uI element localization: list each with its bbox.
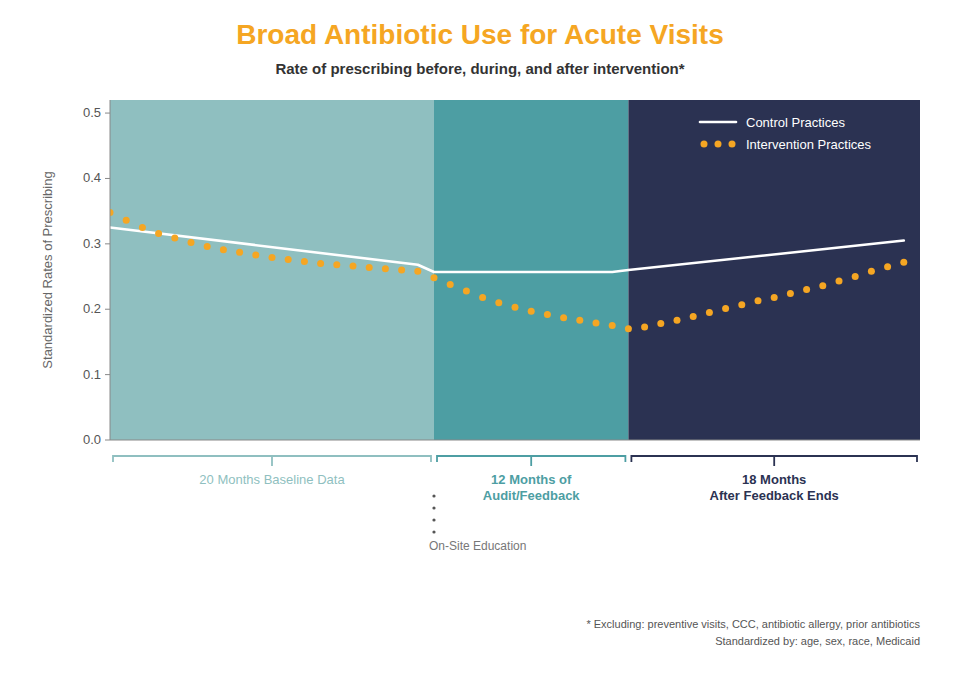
- intervention-point: [884, 263, 891, 270]
- intervention-point: [690, 313, 697, 320]
- intervention-point: [722, 305, 729, 312]
- legend-swatch: [729, 141, 736, 148]
- chart: Broad Antibiotic Use for Acute Visits Rat…: [0, 0, 960, 675]
- intervention-point: [900, 259, 907, 266]
- intervention-point: [787, 290, 794, 297]
- y-tick: [105, 243, 110, 244]
- zone-label: 20 Months Baseline Data: [199, 472, 345, 487]
- zone-bracket: 12 Months ofAudit/Feedback: [437, 456, 625, 503]
- x-axis-line: [110, 440, 920, 441]
- y-tick-label: 0.3: [83, 236, 101, 251]
- y-tick-label: 0.5: [83, 105, 101, 120]
- subtitle: Rate of prescribing before, during, and …: [275, 60, 684, 77]
- title: Broad Antibiotic Use for Acute Visits: [236, 19, 723, 50]
- intervention-point: [139, 224, 146, 231]
- intervention-point: [641, 323, 648, 330]
- intervention-point: [609, 322, 616, 329]
- y-tick: [105, 440, 110, 441]
- annotation: On-Site Education: [429, 494, 526, 553]
- intervention-point: [398, 267, 405, 274]
- intervention-point: [706, 309, 713, 316]
- y-axis-label: Standardized Rates of Prescribing: [40, 171, 55, 368]
- intervention-point: [220, 246, 227, 253]
- annotation-dot: [432, 530, 435, 533]
- intervention-point: [544, 311, 551, 318]
- intervention-point: [852, 273, 859, 280]
- y-tick-label: 0.4: [83, 170, 101, 185]
- intervention-point: [836, 278, 843, 285]
- intervention-point: [155, 230, 162, 237]
- intervention-point: [382, 265, 389, 272]
- intervention-point: [269, 254, 276, 261]
- legend-swatch: [701, 141, 708, 148]
- legend-label: Control Practices: [746, 115, 845, 130]
- intervention-point: [868, 268, 875, 275]
- control-line: [110, 228, 904, 272]
- intervention-point: [317, 260, 324, 267]
- annotation-dot: [432, 506, 435, 509]
- footnote: * Excluding: preventive visits, CCC, ant…: [586, 618, 920, 630]
- legend-swatch: [700, 121, 736, 124]
- intervention-point: [171, 234, 178, 241]
- intervention-point: [593, 319, 600, 326]
- y-tick-label: 0.2: [83, 301, 101, 316]
- intervention-point: [350, 263, 357, 270]
- intervention-point: [528, 308, 535, 315]
- intervention-point: [819, 282, 826, 289]
- intervention-point: [560, 314, 567, 321]
- zone-bracket: 18 MonthsAfter Feedback Ends: [631, 456, 917, 503]
- intervention-point: [366, 264, 373, 271]
- zone-band: [110, 100, 434, 440]
- y-tick: [105, 113, 110, 114]
- footnote: Standardized by: age, sex, race, Medicai…: [715, 635, 920, 647]
- intervention-point: [463, 287, 470, 294]
- intervention-point: [285, 256, 292, 263]
- y-axis-line: [110, 100, 111, 440]
- intervention-point: [625, 325, 632, 332]
- legend-swatch: [715, 141, 722, 148]
- intervention-point: [576, 317, 583, 324]
- intervention-point: [657, 320, 664, 327]
- plot-area: [110, 100, 920, 440]
- intervention-point: [431, 274, 438, 281]
- y-tick-label: 0.1: [83, 367, 101, 382]
- intervention-point: [755, 297, 762, 304]
- intervention-point: [301, 258, 308, 265]
- y-tick-label: 0.0: [83, 432, 101, 447]
- intervention-point: [123, 217, 130, 224]
- intervention-point: [204, 243, 211, 250]
- intervention-point: [110, 209, 114, 216]
- zone-label: 18 MonthsAfter Feedback Ends: [710, 472, 839, 503]
- y-tick: [105, 178, 110, 179]
- legend: Control Practices Intervention Practices: [700, 115, 872, 152]
- annotation-dot: [432, 518, 435, 521]
- intervention-point: [414, 268, 421, 275]
- intervention-point: [771, 294, 778, 301]
- zone-label: 12 Months ofAudit/Feedback: [483, 472, 581, 503]
- intervention-point: [495, 299, 502, 306]
- intervention-point: [803, 286, 810, 293]
- zone-band: [434, 100, 628, 440]
- intervention-point: [479, 294, 486, 301]
- intervention-point: [252, 251, 259, 258]
- annotation-label: On-Site Education: [429, 539, 526, 553]
- intervention-point: [738, 301, 745, 308]
- annotation-dot: [432, 494, 435, 497]
- zone-bracket-line: [631, 456, 917, 466]
- zone-bracket: 20 Months Baseline Data: [113, 456, 431, 487]
- y-tick: [105, 309, 110, 310]
- y-tick: [105, 374, 110, 375]
- intervention-point: [333, 261, 340, 268]
- intervention-point: [236, 249, 243, 256]
- zone-band: [628, 100, 920, 440]
- intervention-point: [188, 239, 195, 246]
- legend-label: Intervention Practices: [746, 137, 872, 152]
- zone-bracket-line: [113, 456, 431, 466]
- zone-bracket-line: [437, 456, 625, 466]
- intervention-point: [447, 281, 454, 288]
- intervention-point: [512, 304, 519, 311]
- intervention-point: [674, 317, 681, 324]
